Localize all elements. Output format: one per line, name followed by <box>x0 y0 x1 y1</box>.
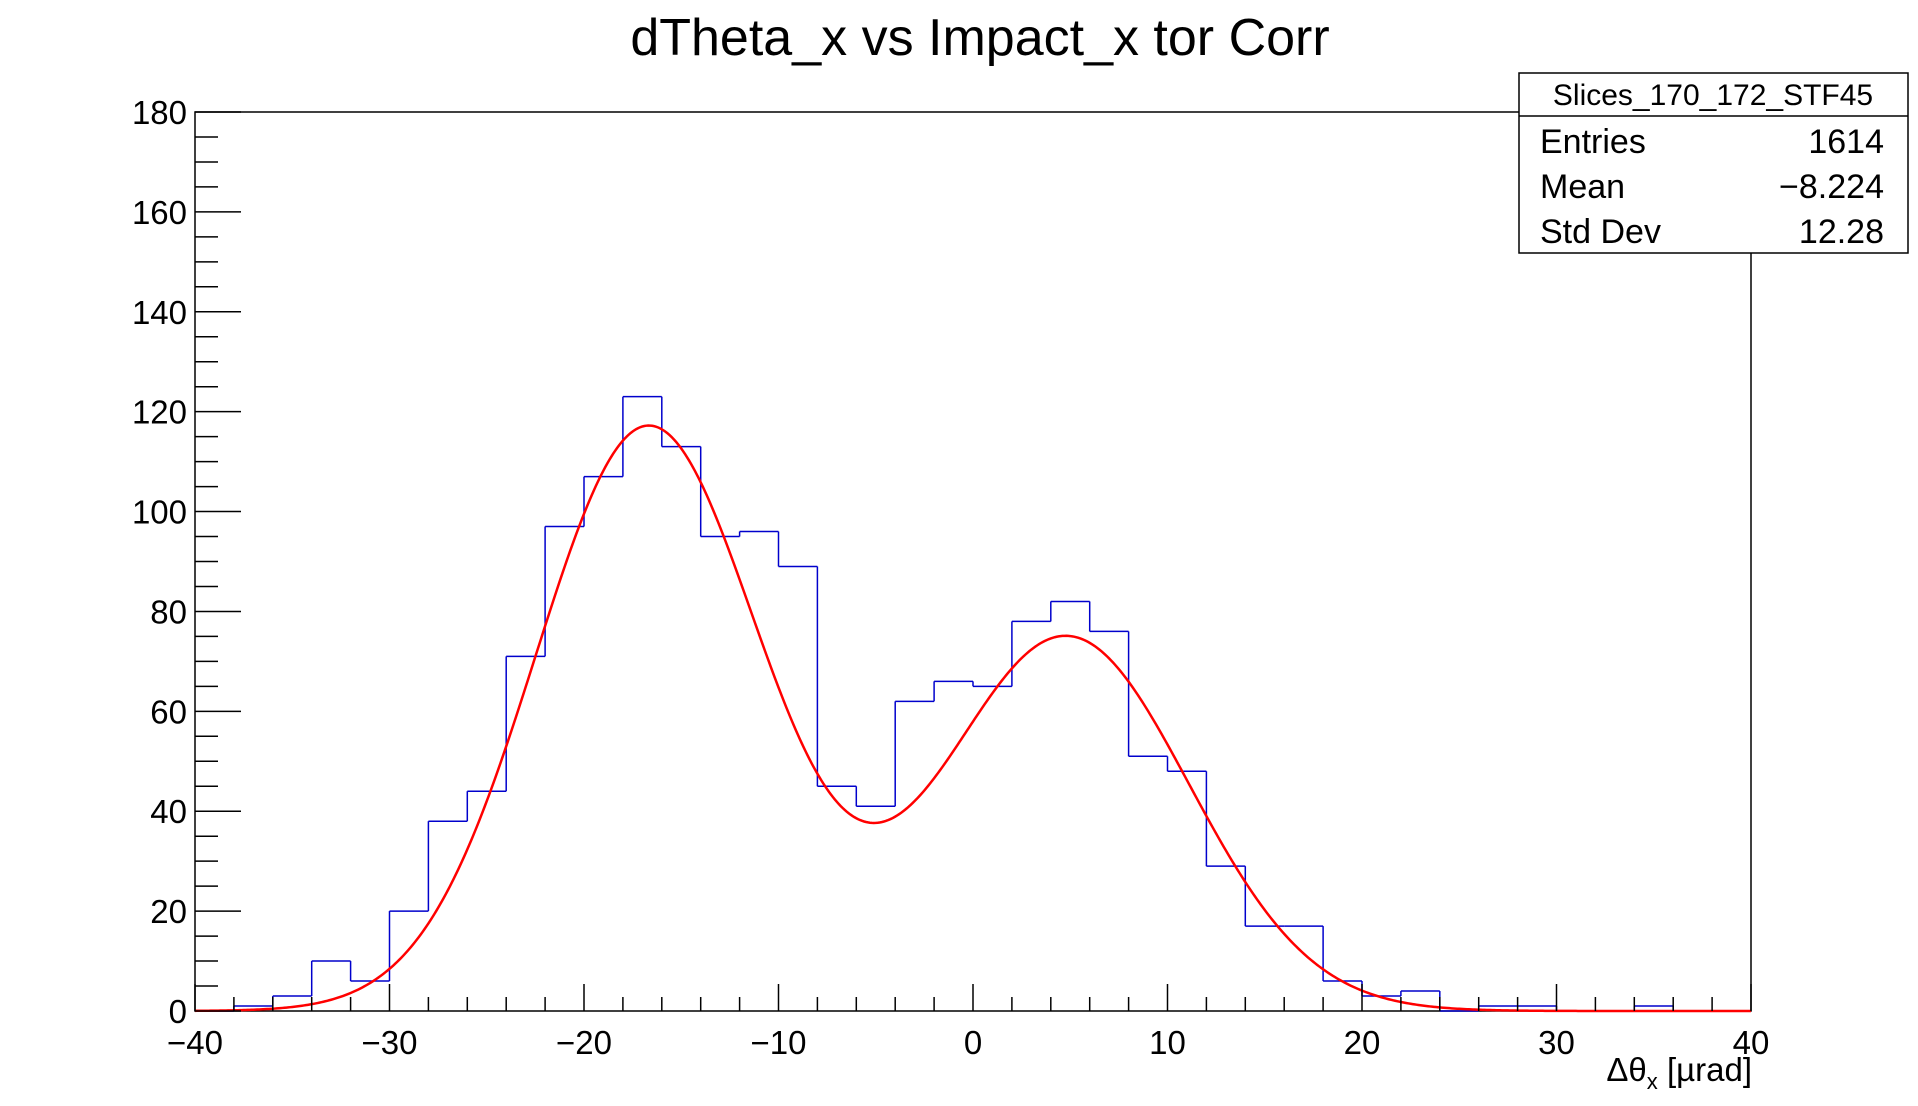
stats-box: Slices_170_172_STF45 Entries 1614 Mean −… <box>1518 72 1909 254</box>
stats-stddev-value: 12.28 <box>1799 213 1884 251</box>
stats-entries-label: Entries <box>1540 123 1646 161</box>
y-tick-label: 0 <box>169 993 187 1030</box>
y-tick-label: 40 <box>150 793 187 830</box>
x-tick-label: −30 <box>362 1024 418 1061</box>
x-tick-label: 10 <box>1149 1024 1186 1061</box>
y-tick-label: 100 <box>132 494 187 531</box>
stats-entries-value: 1614 <box>1808 123 1884 161</box>
y-tick-label: 120 <box>132 394 187 431</box>
x-tick-label: 40 <box>1733 1024 1770 1061</box>
x-axis-label: Δθx [µrad] <box>1606 1051 1752 1094</box>
stats-mean-label: Mean <box>1540 168 1625 206</box>
stats-box-title: Slices_170_172_STF45 <box>1553 79 1873 112</box>
fit-curve <box>194 424 1751 1013</box>
y-tick-label: 160 <box>132 194 187 231</box>
x-tick-label: 20 <box>1344 1024 1381 1061</box>
histogram-bars <box>195 395 1751 1012</box>
x-tick-label: −40 <box>167 1024 223 1061</box>
x-tick-label: −10 <box>751 1024 807 1061</box>
y-tick-label: 180 <box>132 94 187 131</box>
y-tick-label: 60 <box>150 693 187 730</box>
x-axis-label-symbol: Δθ <box>1606 1051 1646 1088</box>
fit-curve-layer <box>194 424 1751 1013</box>
chart-title: dTheta_x vs Impact_x tor Corr <box>630 9 1329 67</box>
x-axis-label-subscript: x <box>1647 1069 1658 1094</box>
axes: −40 −30 −20 −10 0 10 20 30 40 0 20 40 60 80 100 120 140 1… <box>132 94 1769 1061</box>
y-tick-label: 80 <box>150 593 187 630</box>
x-tick-label: 0 <box>964 1024 982 1061</box>
x-axis-label-unit: [µrad] <box>1658 1051 1752 1088</box>
y-tick-label: 20 <box>150 893 187 930</box>
x-tick-label: −20 <box>556 1024 612 1061</box>
x-tick-label: 30 <box>1538 1024 1575 1061</box>
y-tick-label: 140 <box>132 294 187 331</box>
stats-mean-value: −8.224 <box>1779 168 1884 206</box>
stats-stddev-label: Std Dev <box>1540 213 1661 251</box>
